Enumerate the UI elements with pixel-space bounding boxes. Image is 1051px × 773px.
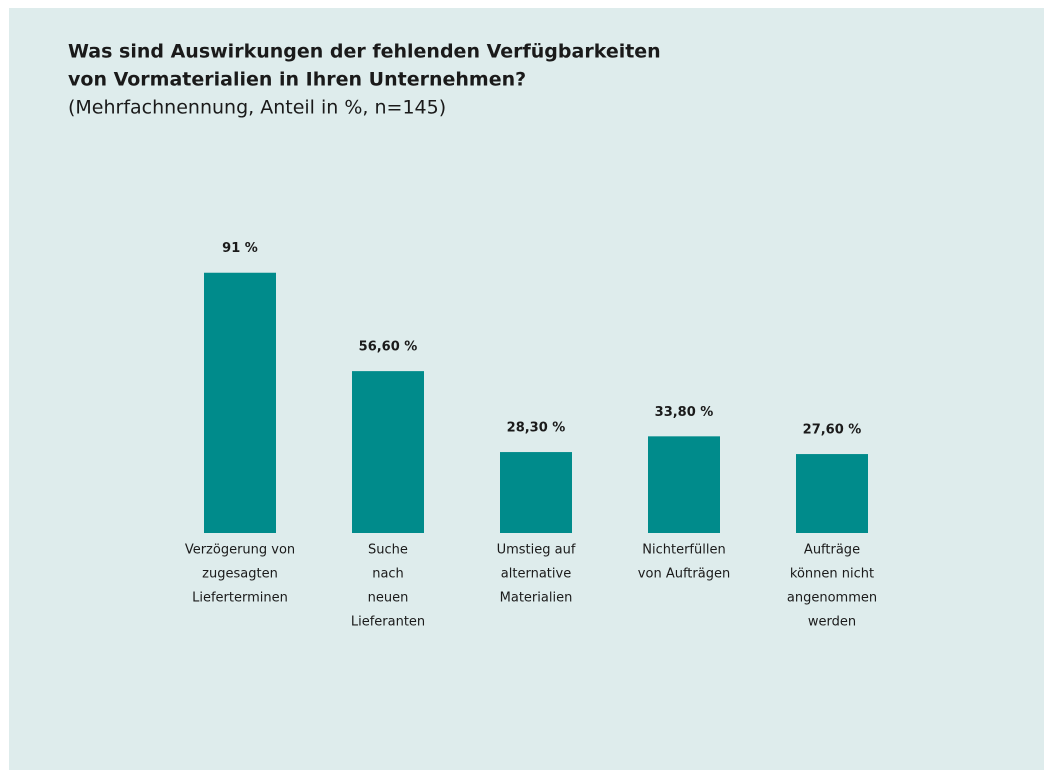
bar — [648, 436, 720, 533]
x-tick-label: können nicht — [790, 567, 874, 582]
x-tick-label: angenommen — [787, 591, 877, 606]
bar — [352, 371, 424, 533]
x-tick-label: alternative — [501, 567, 571, 582]
value-label: 56,60 % — [359, 340, 418, 355]
x-tick-label: Verzögerung von — [185, 543, 295, 558]
x-tick-label: werden — [808, 615, 856, 630]
chart-title: von Vormaterialien in Ihren Unternehmen? — [68, 69, 526, 91]
bar — [204, 272, 276, 533]
value-label: 27,60 % — [803, 423, 862, 438]
x-tick-label: Nichterfüllen — [642, 543, 725, 558]
x-tick-label: Lieferterminen — [192, 591, 288, 606]
x-tick-label: neuen — [368, 591, 409, 606]
x-tick-label: von Aufträgen — [638, 567, 730, 582]
panel — [9, 8, 1044, 770]
value-label: 33,80 % — [655, 405, 714, 420]
x-tick-label: Umstieg auf — [497, 543, 576, 558]
x-tick-label: Suche — [368, 543, 408, 558]
x-tick-label: Materialien — [500, 591, 573, 606]
bar — [796, 454, 868, 533]
x-tick-label: Lieferanten — [351, 615, 425, 630]
chart-title: Was sind Auswirkungen der fehlenden Verf… — [68, 41, 661, 63]
value-label: 91 % — [222, 241, 258, 256]
chart-subtitle: (Mehrfachnennung, Anteil in %, n=145) — [68, 97, 446, 119]
x-tick-label: nach — [372, 567, 404, 582]
bar — [500, 452, 572, 533]
x-tick-label: zugesagten — [202, 567, 278, 582]
value-label: 28,30 % — [507, 421, 566, 436]
x-tick-label: Aufträge — [804, 543, 860, 558]
